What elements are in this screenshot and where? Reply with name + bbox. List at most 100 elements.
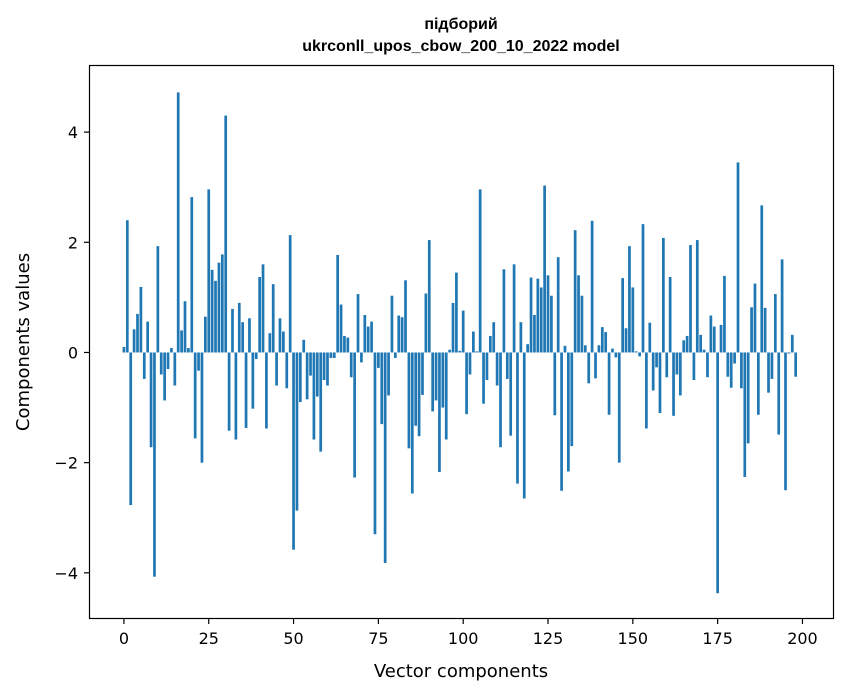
bar-139 xyxy=(594,352,597,379)
bar-124 xyxy=(543,185,546,353)
bar-160 xyxy=(665,352,669,378)
bar-25 xyxy=(207,189,211,353)
bar-117 xyxy=(519,322,523,353)
y-tick-label: 0 xyxy=(68,343,78,362)
bar-119 xyxy=(526,344,530,353)
bar-80 xyxy=(393,352,397,358)
bar-152 xyxy=(638,352,641,357)
x-tick-label: 75 xyxy=(368,629,388,648)
bar-142 xyxy=(604,332,608,353)
bar-15 xyxy=(173,352,177,386)
bar-195 xyxy=(784,352,787,491)
bar-147 xyxy=(621,278,625,353)
bar-69 xyxy=(356,294,360,353)
bar-61 xyxy=(329,352,333,358)
bar-77 xyxy=(383,352,387,563)
bar-46 xyxy=(278,318,282,353)
bar-21 xyxy=(193,352,197,439)
bar-34 xyxy=(237,302,241,353)
bar-26 xyxy=(210,269,214,353)
bar-66 xyxy=(346,337,350,353)
bar-146 xyxy=(617,352,621,463)
bar-192 xyxy=(773,294,777,353)
bar-103 xyxy=(472,331,475,353)
bar-4 xyxy=(136,313,139,353)
bar-24 xyxy=(203,316,207,353)
x-tick-label: 25 xyxy=(199,629,219,648)
bar-47 xyxy=(282,331,285,353)
bar-183 xyxy=(743,352,747,477)
y-tick-label: −2 xyxy=(54,454,78,473)
bar-74 xyxy=(373,352,377,535)
bar-108 xyxy=(488,335,492,353)
bar-60 xyxy=(326,352,329,386)
bar-98 xyxy=(455,272,458,353)
bar-123 xyxy=(539,287,543,353)
bar-177 xyxy=(723,275,726,353)
bar-150 xyxy=(631,287,635,353)
bar-54 xyxy=(305,352,309,400)
bar-23 xyxy=(200,352,204,463)
x-tick-label: 175 xyxy=(702,629,733,648)
bar-134 xyxy=(577,275,580,353)
bar-55 xyxy=(309,352,312,376)
bar-172 xyxy=(706,352,709,378)
bar-16 xyxy=(176,92,180,353)
bar-5 xyxy=(139,286,143,353)
bar-143 xyxy=(607,352,611,415)
bar-112 xyxy=(502,269,506,353)
x-tick-label: 125 xyxy=(533,629,564,648)
bar-68 xyxy=(353,352,356,478)
bar-65 xyxy=(343,335,346,353)
bar-181 xyxy=(736,162,740,353)
y-tick-label: 2 xyxy=(68,233,78,252)
bar-145 xyxy=(614,352,618,358)
bar-133 xyxy=(573,230,577,353)
bar-76 xyxy=(380,352,384,425)
x-tick-label: 100 xyxy=(448,629,479,648)
bar-31 xyxy=(227,352,231,431)
bar-144 xyxy=(611,348,614,353)
bar-92 xyxy=(434,352,438,401)
bar-48 xyxy=(285,352,289,389)
bar-105 xyxy=(478,189,482,353)
x-axis-ticks: 0 25 50 75 100 125 150 175 200 xyxy=(119,618,818,648)
bar-132 xyxy=(570,352,574,447)
bar-87 xyxy=(417,352,421,437)
bar-171 xyxy=(702,349,706,353)
bar-45 xyxy=(275,352,278,386)
bar-136 xyxy=(583,345,587,353)
bar-106 xyxy=(482,352,485,404)
bar-63 xyxy=(336,254,340,353)
bar-118 xyxy=(522,352,526,499)
bar-196 xyxy=(787,352,791,354)
x-tick-label: 200 xyxy=(787,629,818,648)
bar-113 xyxy=(505,352,509,379)
bar-157 xyxy=(655,352,658,368)
bar-151 xyxy=(634,351,638,353)
bar-169 xyxy=(695,240,699,353)
bar-135 xyxy=(580,295,584,353)
bar-190 xyxy=(767,352,770,393)
x-tick-label: 150 xyxy=(618,629,649,648)
bar-56 xyxy=(312,352,316,440)
bar-79 xyxy=(390,295,394,353)
bar-191 xyxy=(770,352,774,379)
bar-14 xyxy=(170,348,173,353)
bar-176 xyxy=(719,324,723,353)
bar-115 xyxy=(512,264,516,353)
bar-70 xyxy=(360,352,363,363)
bar-179 xyxy=(729,352,733,388)
bar-1 xyxy=(125,220,129,353)
bar-57 xyxy=(315,352,319,397)
bar-153 xyxy=(641,224,645,353)
bar-122 xyxy=(536,278,540,353)
x-tick-label: 0 xyxy=(119,629,129,648)
bar-67 xyxy=(349,352,353,378)
bar-42 xyxy=(265,352,268,429)
bar-40 xyxy=(258,276,261,353)
bar-39 xyxy=(254,352,258,360)
y-axis-label: Components values xyxy=(13,253,34,431)
y-tick-label: −4 xyxy=(54,564,78,583)
bars-group xyxy=(122,92,798,594)
